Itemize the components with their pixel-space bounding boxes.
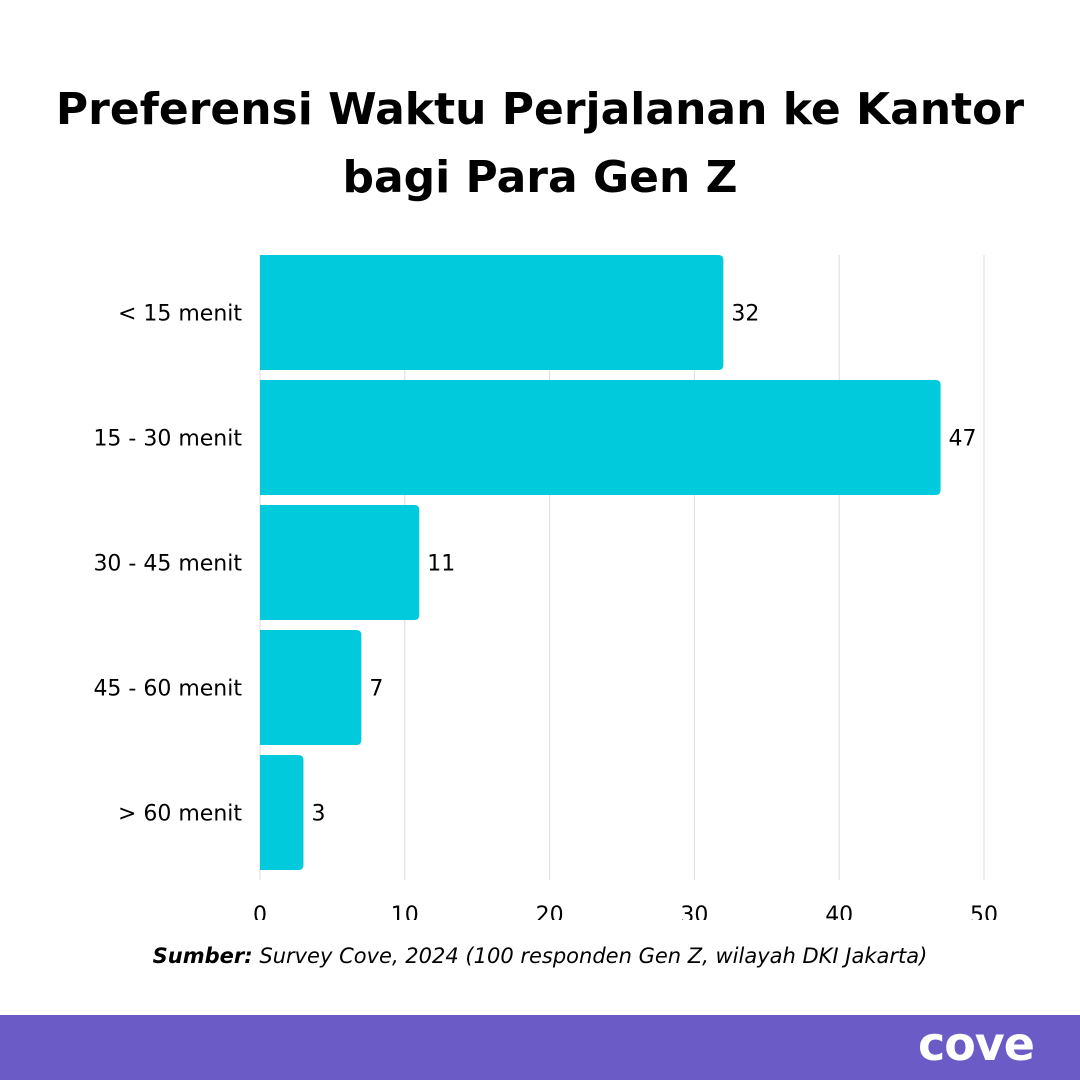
source-label: Sumber: — [152, 944, 253, 968]
bar — [260, 255, 724, 370]
category-label: > 60 menit — [118, 802, 242, 827]
x-axis-ticks: 0 10 20 30 40 50 — [253, 903, 998, 920]
value-label: 47 — [949, 427, 977, 452]
bar — [260, 755, 304, 870]
category-label: 45 - 60 menit — [93, 677, 242, 702]
category-label: < 15 menit — [118, 302, 242, 327]
value-label: 32 — [731, 302, 759, 327]
source-note: Sumber: Survey Cove, 2024 (100 responden… — [0, 944, 1080, 968]
bar-chart: < 15 menit 15 - 30 menit 30 - 45 menit 45 -… — [93, 255, 998, 920]
x-tick-label: 50 — [970, 903, 998, 920]
x-tick-label: 0 — [253, 903, 267, 920]
category-label: 15 - 30 menit — [93, 427, 242, 452]
brand-logo: cove — [917, 1017, 1035, 1071]
source-text: Survey Cove, 2024 (100 responden Gen Z, … — [259, 944, 928, 968]
value-label: 3 — [311, 802, 325, 827]
category-labels: < 15 menit 15 - 30 menit 30 - 45 menit 45 -… — [93, 302, 242, 827]
bar — [260, 630, 362, 745]
x-tick-label: 30 — [680, 903, 708, 920]
x-tick-label: 10 — [391, 903, 419, 920]
brand-footer: cove — [0, 1015, 1080, 1080]
bar — [260, 505, 420, 620]
x-tick-label: 20 — [536, 903, 564, 920]
value-label: 7 — [369, 677, 383, 702]
value-label: 11 — [427, 552, 455, 577]
category-label: 30 - 45 menit — [93, 552, 242, 577]
value-labels: 32 47 11 7 3 — [311, 302, 976, 827]
bar — [260, 380, 941, 495]
bars — [260, 255, 941, 870]
x-tick-label: 40 — [825, 903, 853, 920]
chart-title: Preferensi Waktu Perjalanan ke Kantor ba… — [55, 84, 1025, 203]
